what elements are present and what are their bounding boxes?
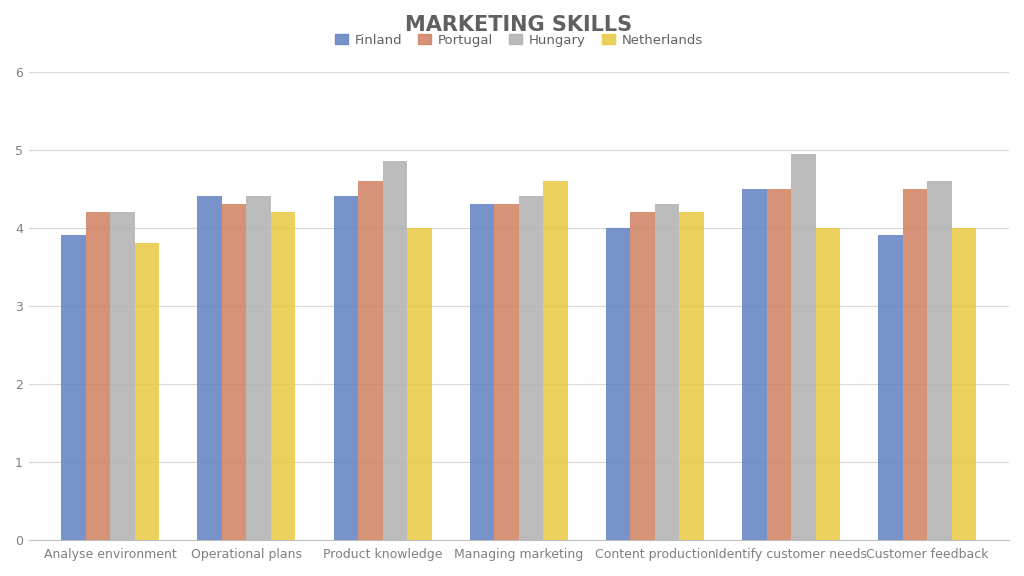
Bar [408,228,432,540]
Bar [879,236,903,540]
Bar [606,228,631,540]
Legend: Finland, Portugal, Hungary, Netherlands: Finland, Portugal, Hungary, Netherlands [330,29,708,52]
Bar [222,204,247,540]
Bar [519,196,544,540]
Bar [358,181,383,540]
Bar [903,188,928,540]
Title: MARKETING SKILLS: MARKETING SKILLS [406,15,633,35]
Bar [767,188,792,540]
Bar [383,161,408,540]
Bar [271,212,296,540]
Bar [198,196,222,540]
Bar [655,204,680,540]
Bar [470,204,495,540]
Bar [631,212,655,540]
Bar [86,212,111,540]
Bar [928,181,951,540]
Bar [111,212,135,540]
Bar [495,204,519,540]
Bar [135,243,160,540]
Bar [680,212,703,540]
Bar [742,188,767,540]
Bar [792,154,816,540]
Bar [61,236,86,540]
Bar [334,196,358,540]
Bar [816,228,840,540]
Bar [544,181,567,540]
Bar [247,196,271,540]
Bar [951,228,976,540]
